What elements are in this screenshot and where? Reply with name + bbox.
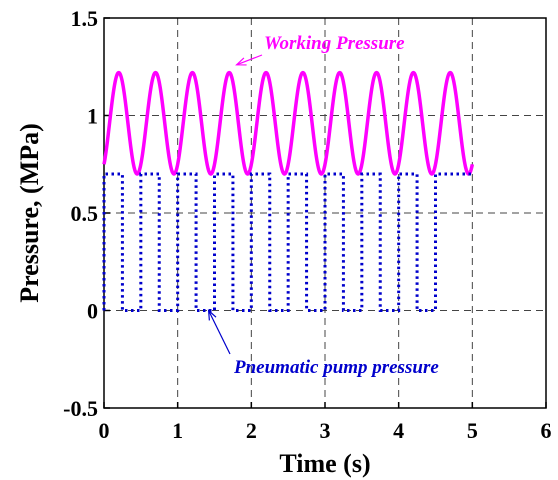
x-tick-label: 1 <box>172 418 183 443</box>
annotation-arrow <box>208 310 231 355</box>
x-tick-label: 2 <box>246 418 257 443</box>
y-tick-label: 0.5 <box>71 201 99 226</box>
series-line-working-pressure <box>102 70 475 176</box>
x-tick-label: 4 <box>393 418 404 443</box>
y-tick-label: -0.5 <box>63 396 98 421</box>
x-tick-label: 6 <box>541 418 552 443</box>
annotation-arrowhead <box>235 57 247 66</box>
series-line-pneumatic-pump-pressure <box>102 172 473 312</box>
x-axis-title: Time (s) <box>279 449 370 478</box>
y-axis-title: Pressure, (MPa) <box>15 123 44 303</box>
annotation-label: Pneumatic pump pressure <box>233 357 439 378</box>
annotations-layer: Working Pressure Pneumatic pump pressure <box>207 33 439 378</box>
y-tick-label: 1 <box>87 104 98 129</box>
series-layer <box>102 70 475 312</box>
annotation-label: Working Pressure <box>264 33 405 54</box>
annotation-arrowhead <box>207 309 217 321</box>
annotation-arrow <box>236 54 263 66</box>
x-tick-label: 3 <box>320 418 331 443</box>
y-tick-label: 0 <box>87 299 98 324</box>
x-tick-label: 5 <box>467 418 478 443</box>
x-tick-label: 0 <box>99 418 110 443</box>
axis-ticks: 0 1 2 3 4 5 6-0.500.511.5 <box>63 6 551 443</box>
y-tick-label: 1.5 <box>71 6 99 31</box>
